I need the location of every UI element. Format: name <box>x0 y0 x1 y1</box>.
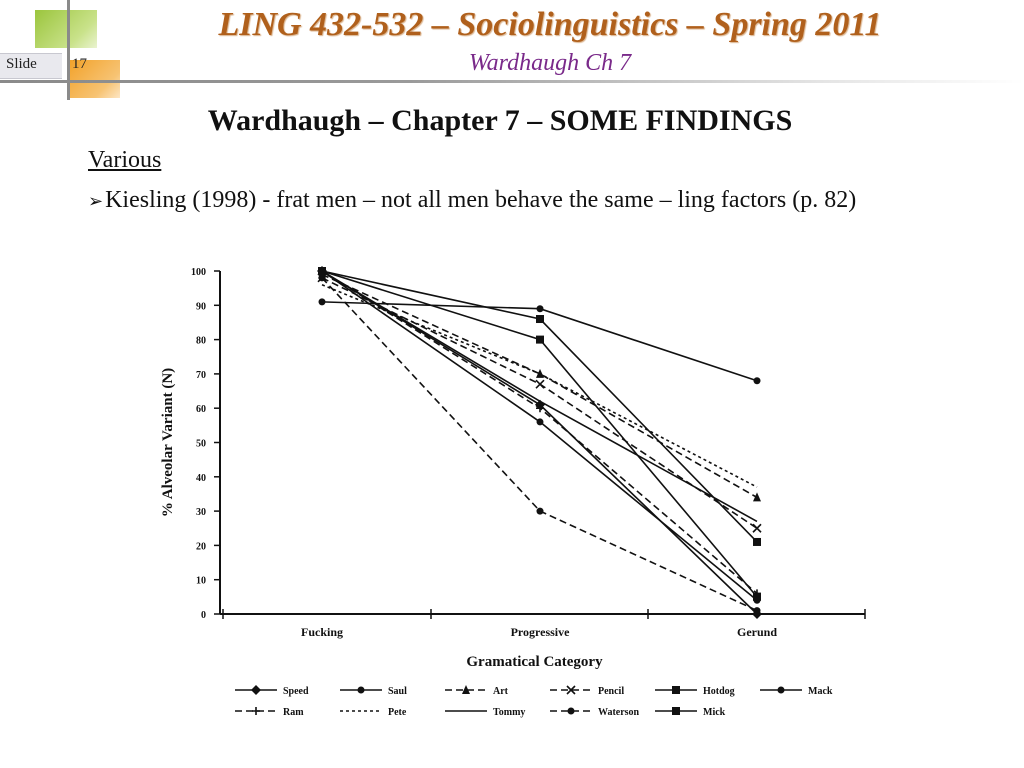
slide-number: 17 <box>72 56 87 72</box>
data-point-saul <box>536 418 544 426</box>
legend-label-hotdog: Hotdog <box>703 686 735 697</box>
data-point-hotdog <box>753 592 761 601</box>
legend-label-mick: Mick <box>703 707 726 718</box>
legend-label-ram: Ram <box>283 707 304 718</box>
y-tick-label: 20 <box>196 541 206 552</box>
bullet-item: ➢Kiesling (1998) - frat men – not all me… <box>88 187 856 214</box>
legend-marker-hotdog <box>672 686 680 694</box>
bullet-text: Kiesling (1998) - frat men – not all men… <box>105 187 857 213</box>
decorative-orange-square <box>70 60 120 98</box>
legend-label-waterson: Waterson <box>598 707 640 718</box>
data-point-mack <box>753 377 761 385</box>
x-tick-label: Gerund <box>737 625 777 639</box>
header-vertical-rule <box>67 0 70 100</box>
legend-label-saul: Saul <box>388 686 407 697</box>
data-point-mick <box>536 315 544 324</box>
data-point-mick <box>318 267 326 275</box>
line-chart: 0 10 20 30 40 50 60 70 80 90 100 Fucking Progressive… <box>160 266 866 718</box>
decorative-green-square <box>35 10 97 48</box>
legend-label-pete: Pete <box>388 707 407 718</box>
y-tick-label: 90 <box>196 301 206 312</box>
data-point-waterson <box>318 274 326 282</box>
legend-label-speed: Speed <box>283 686 309 697</box>
legend-label-tommy: Tommy <box>493 707 525 718</box>
legend-marker-waterson <box>567 707 575 715</box>
data-point-art <box>536 368 544 378</box>
legend-marker-art <box>462 685 470 694</box>
series-line-waterson <box>321 277 758 612</box>
legend-marker-pencil <box>566 685 576 695</box>
data-point-mick <box>753 537 761 546</box>
data-point-pencil <box>535 379 545 389</box>
data-point-waterson <box>753 607 761 615</box>
legend-marker-mack <box>777 686 785 694</box>
series-line-art <box>321 273 758 499</box>
data-point-art <box>753 492 761 502</box>
slide-heading: Wardhaugh – Chapter 7 – SOME FINDINGS <box>207 104 793 137</box>
y-tick-label: 0 <box>201 610 206 621</box>
bullet-arrow-icon: ➢ <box>88 191 104 211</box>
y-tick-label: 80 <box>196 336 206 347</box>
data-point-mack <box>318 298 326 306</box>
slide-subtitle: Wardhaugh Ch 7 <box>468 50 632 76</box>
legend-marker-speed <box>251 685 261 695</box>
legend-marker-saul <box>357 686 365 694</box>
x-tick-label: Progressive <box>511 625 571 639</box>
section-label: Various <box>88 147 162 173</box>
slide-tab <box>0 53 62 79</box>
legend-label-mack: Mack <box>808 686 833 697</box>
course-title: LING 432-532 – Sociolinguistics – Spring… <box>218 6 882 43</box>
legend-label-art: Art <box>493 686 509 697</box>
data-point-pencil <box>752 523 762 533</box>
y-tick-label: 30 <box>196 507 206 518</box>
data-point-mack <box>536 305 544 313</box>
y-tick-label: 40 <box>196 473 206 484</box>
header-divider <box>0 80 1024 83</box>
y-tick-label: 60 <box>196 404 206 415</box>
x-tick-label: Fucking <box>301 625 343 639</box>
y-axis-title: % Alveolar Variant (N) <box>160 368 176 517</box>
slide-label: Slide <box>6 56 37 72</box>
y-tick-label: 70 <box>196 370 206 381</box>
data-point-hotdog <box>536 335 544 344</box>
series-line-tommy <box>321 270 758 523</box>
legend-marker-mick <box>672 707 680 715</box>
legend-label-pencil: Pencil <box>598 686 624 697</box>
data-point-waterson <box>536 507 544 515</box>
y-tick-label: 10 <box>196 576 206 587</box>
y-tick-label: 50 <box>196 439 206 450</box>
data-point-ram <box>536 404 544 413</box>
y-tick-label: 100 <box>191 267 206 278</box>
legend-marker-ram <box>252 707 260 715</box>
x-axis-title: Gramatical Category <box>466 654 603 670</box>
